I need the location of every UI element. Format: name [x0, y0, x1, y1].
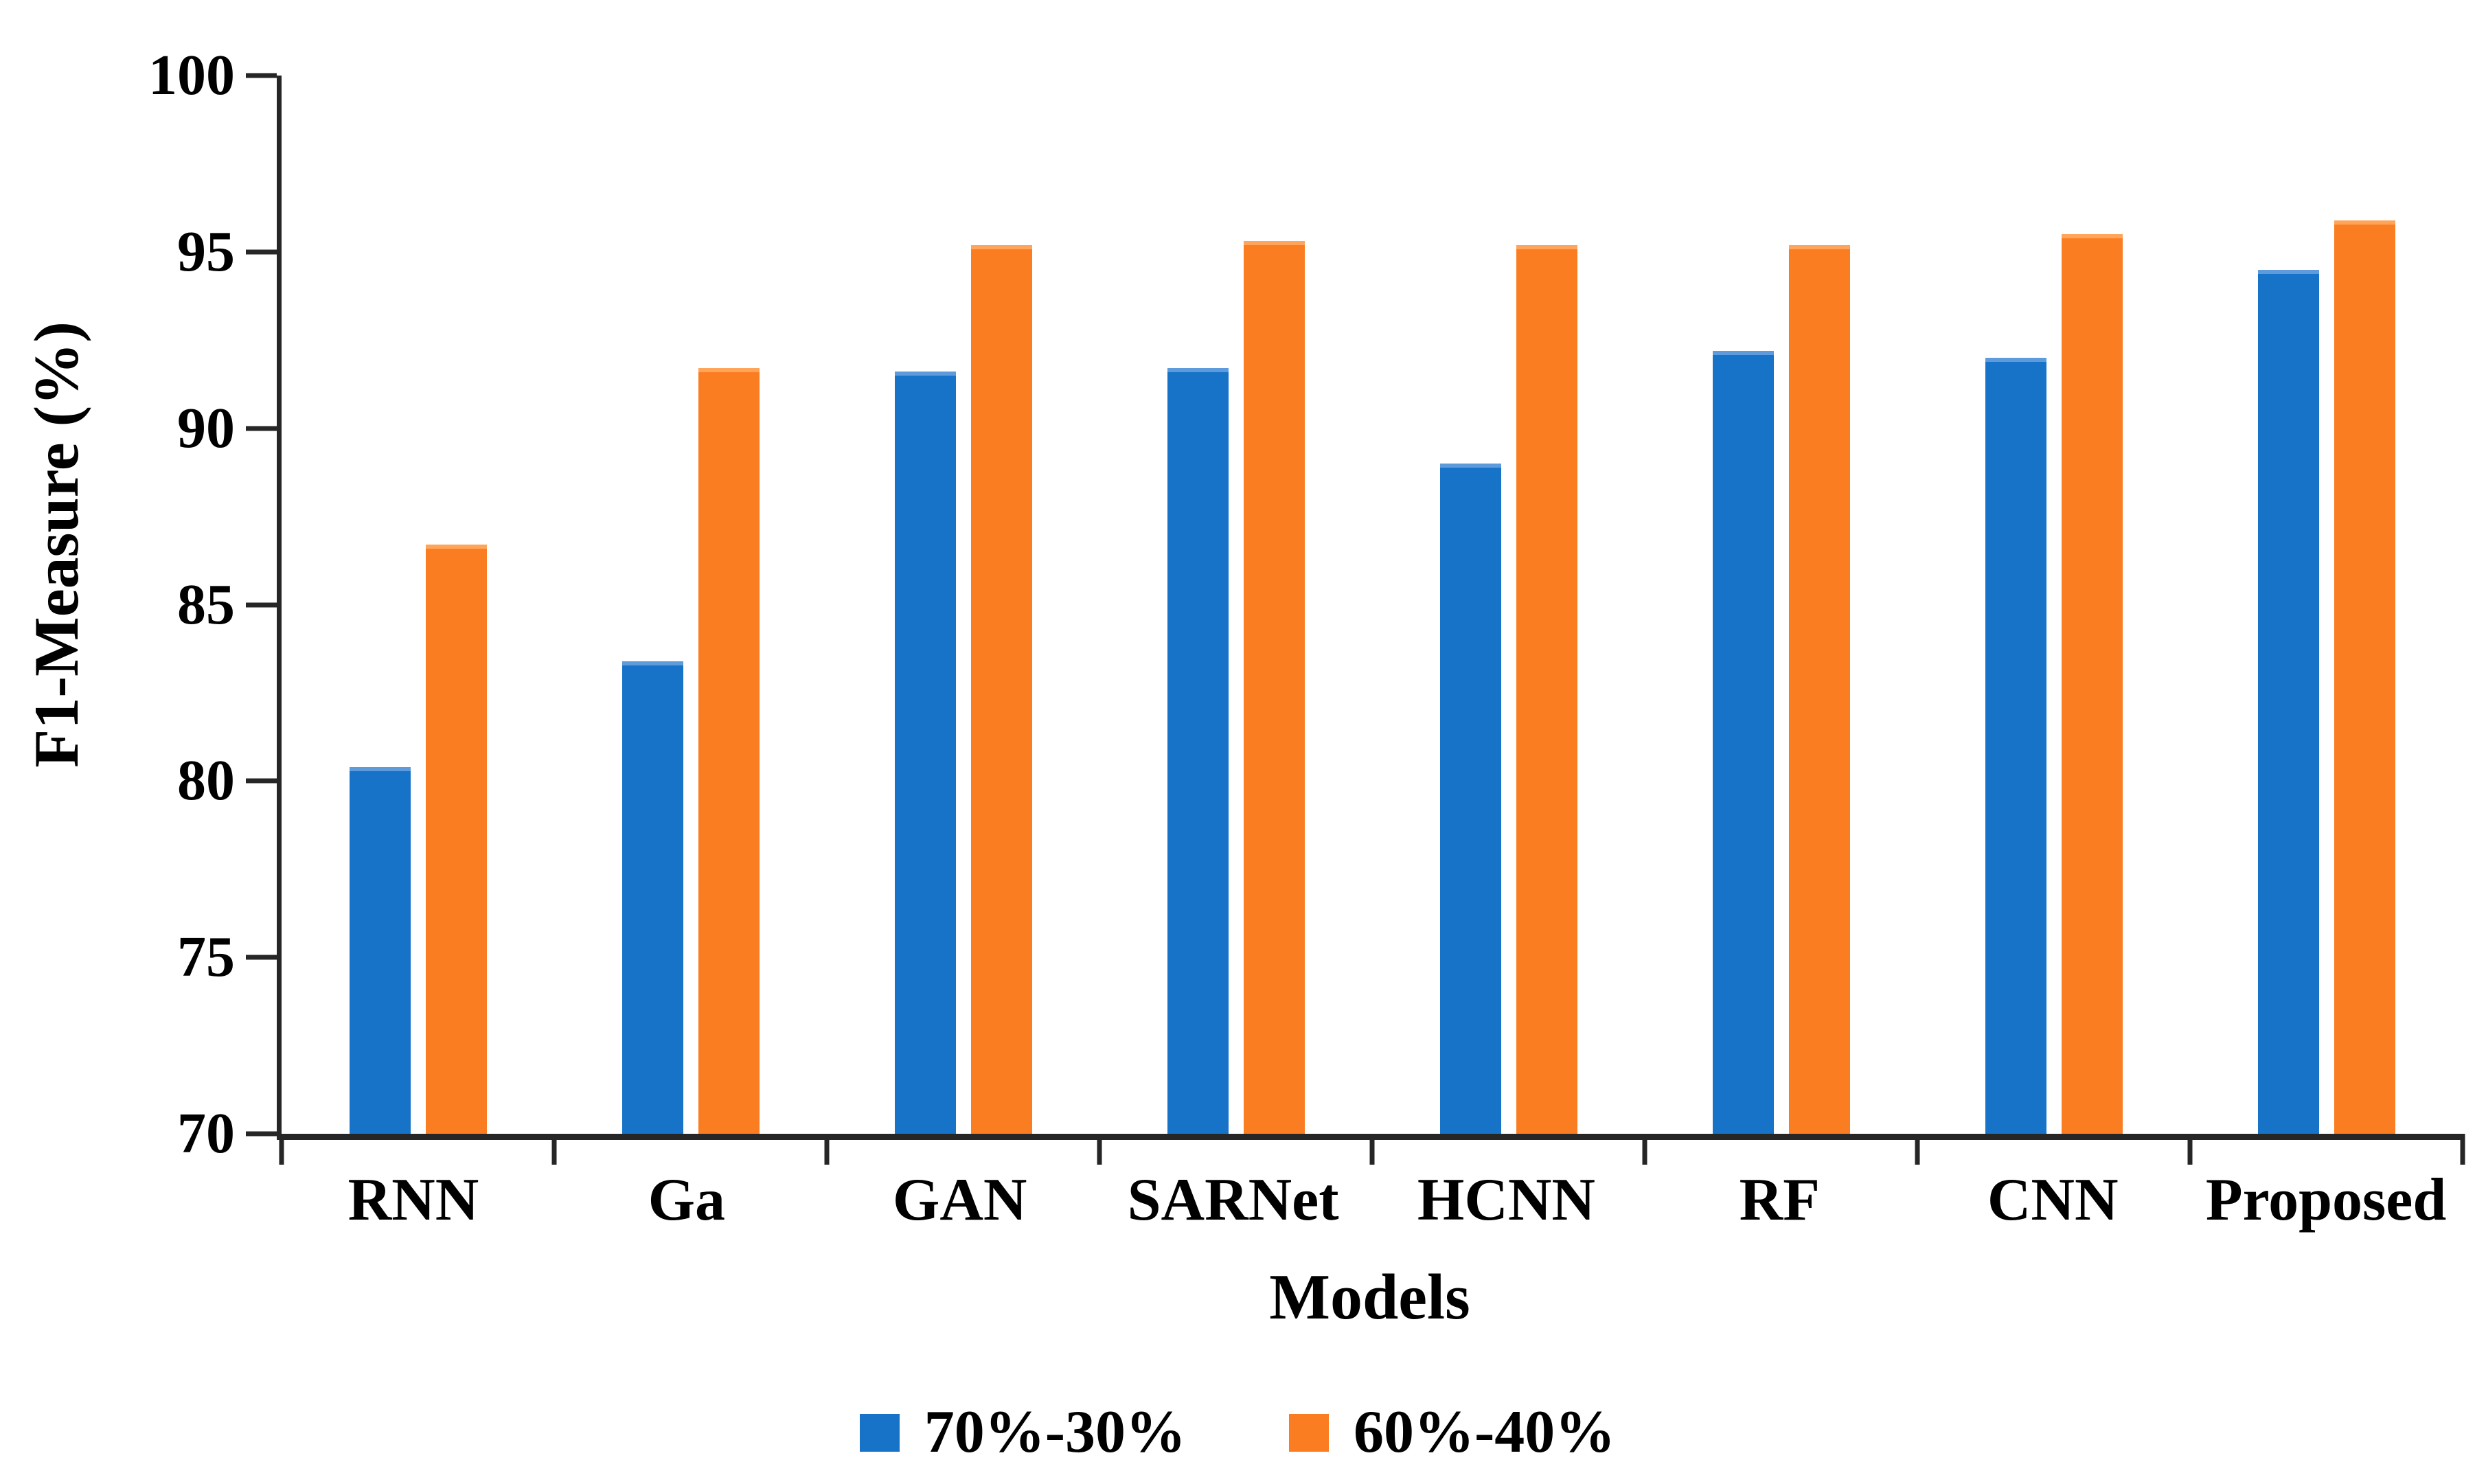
x-tick-4: [1369, 1134, 1375, 1165]
y-axis-title: F1-Measure (%): [21, 321, 91, 768]
x-tick-5: [1642, 1134, 1647, 1165]
y-tick-label-80: 80: [177, 749, 235, 813]
y-tick-label-75: 75: [177, 925, 235, 990]
y-tick-85: [246, 602, 277, 607]
x-category-label-sarnet: SARNet: [1127, 1167, 1339, 1233]
x-tick-1: [551, 1134, 557, 1165]
x-tick-7: [2187, 1134, 2193, 1165]
x-axis-title: Models: [1269, 1262, 1470, 1333]
bar-cnn-60-40: [2061, 234, 2123, 1134]
legend-item-70-30: 70%-30%: [859, 1399, 1186, 1465]
x-tick-0: [279, 1134, 284, 1165]
bar-gan-70-30: [894, 372, 956, 1134]
category-group-cnn: [1917, 76, 2190, 1134]
x-category-label-rnn: RNN: [347, 1167, 479, 1233]
bar-hcnn-70-30: [1439, 464, 1501, 1134]
x-category-label-cnn: CNN: [1987, 1167, 2119, 1233]
category-group-proposed: [2190, 76, 2463, 1134]
bar-proposed-70-30: [2257, 269, 2319, 1134]
y-tick-label-70: 70: [177, 1101, 235, 1165]
x-tick-8: [2460, 1134, 2465, 1165]
bar-sarnet-60-40: [1243, 241, 1305, 1134]
legend-item-60-40: 60%-40%: [1289, 1402, 1615, 1463]
x-category-label-ga: Ga: [648, 1167, 726, 1233]
bar-gan-60-40: [970, 244, 1032, 1134]
x-category-label-gan: GAN: [892, 1167, 1027, 1233]
category-group-sarnet: [1099, 76, 1372, 1134]
category-group-hcnn: [1372, 76, 1645, 1134]
x-category-label-proposed: Proposed: [2205, 1167, 2447, 1233]
category-group-rnn: [282, 76, 554, 1134]
x-category-label-rf: RF: [1739, 1167, 1820, 1233]
y-tick-90: [246, 426, 277, 431]
legend-swatch-60-40: [1289, 1413, 1329, 1452]
y-tick-75: [246, 955, 277, 960]
legend-swatch-70-30: [859, 1413, 900, 1452]
legend-label-70-30: 70%-30%: [924, 1399, 1186, 1465]
y-tick-100: [246, 73, 277, 78]
y-tick-label-90: 90: [177, 396, 235, 460]
x-tick-3: [1097, 1134, 1102, 1165]
category-group-ga: [554, 76, 827, 1134]
y-tick-label-85: 85: [177, 572, 235, 637]
bar-ga-60-40: [698, 368, 760, 1134]
bar-ga-70-30: [621, 661, 683, 1134]
x-axis-labels: RNN Ga GAN SARNet HCNN RF CNN Proposed: [277, 1167, 2463, 1234]
bar-rnn-70-30: [349, 766, 411, 1134]
category-group-gan: [827, 76, 1099, 1134]
legend: 70%-30% 60%-40%: [0, 1402, 2475, 1463]
bar-proposed-60-40: [2334, 220, 2395, 1134]
x-tick-6: [1915, 1134, 1920, 1165]
y-tick-95: [246, 249, 277, 255]
bar-rf-60-40: [1788, 244, 1850, 1134]
bar-rf-70-30: [1712, 350, 1774, 1134]
bar-hcnn-60-40: [1516, 244, 1577, 1134]
bar-sarnet-70-30: [1167, 368, 1229, 1134]
bar-rnn-60-40: [425, 545, 487, 1134]
y-tick-label-95: 95: [177, 219, 235, 284]
bar-cnn-70-30: [1985, 357, 2046, 1134]
category-group-rf: [1645, 76, 1917, 1134]
plot-area: 70 75 80 85 90 95 100: [148, 47, 2465, 1165]
x-category-label-hcnn: HCNN: [1417, 1167, 1595, 1233]
y-tick-80: [246, 778, 277, 784]
y-tick-label-100: 100: [148, 43, 235, 107]
y-tick-70: [246, 1131, 277, 1137]
x-tick-2: [824, 1134, 830, 1165]
legend-label-60-40: 60%-40%: [1354, 1399, 1616, 1465]
